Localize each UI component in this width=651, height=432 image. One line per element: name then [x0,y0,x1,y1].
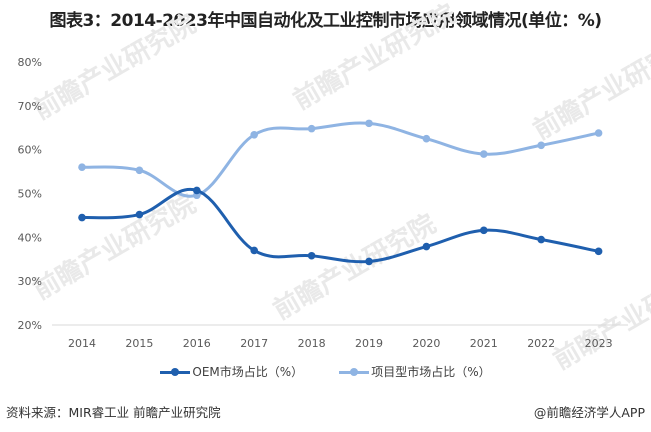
legend-label: 项目型市场占比（%） [371,365,491,379]
x-tick-label: 2018 [298,337,326,350]
y-tick-label: 30% [18,275,42,288]
watermark-text: 前瞻产业研究院 [28,8,201,126]
y-tick-label: 60% [18,144,42,157]
data-point[interactable] [537,235,545,244]
x-tick-label: 2020 [412,337,440,350]
x-tick-label: 2015 [125,337,153,350]
data-point[interactable] [594,247,603,256]
legend-label: OEM市场占比（%） [192,365,304,379]
chart-title: 图表3：2014-2023年中国自动化及工业控制市场应用领域情况(单位：%) [49,11,602,31]
data-point[interactable] [250,246,258,255]
series-line [80,121,601,198]
source-note: 资料来源：MIR睿工业 前瞻产业研究院 [6,405,221,420]
y-axis: 20% 30% 40% 50% 60% 70% 80% [18,56,42,332]
legend-item-oem[interactable]: OEM市场占比（%） [160,363,303,380]
x-tick-label: 2014 [68,337,96,350]
watermark-text: 前瞻产业研究院 [288,0,461,116]
x-tick-label: 2021 [470,337,498,350]
data-point[interactable] [422,242,431,251]
brand-credit: @前瞻经济学人APP [533,405,645,420]
data-point[interactable] [135,210,144,219]
series-project [78,119,603,200]
data-point[interactable] [365,119,373,128]
y-tick-label: 50% [18,188,42,201]
series-line [80,187,601,264]
data-point[interactable] [193,186,201,195]
data-point[interactable] [422,134,431,143]
watermark-text: 前瞻产业研究院 [548,258,651,376]
data-point[interactable] [480,226,488,235]
y-tick-label: 40% [18,231,42,244]
x-tick-label: 2016 [183,337,211,350]
x-tick-label: 2019 [355,337,383,350]
legend-marker-icon [160,365,191,379]
data-point[interactable] [135,166,144,175]
watermark-text: 前瞻产业研究院 [528,28,651,146]
y-tick-label: 20% [18,319,42,332]
data-point[interactable] [78,163,86,171]
data-series [78,119,603,266]
y-tick-label: 70% [18,100,42,113]
x-axis: 2014 2015 2016 2017 2018 2019 2020 2021 2022 2023 [68,337,613,350]
x-tick-label: 2023 [585,337,613,350]
data-point[interactable] [307,124,316,133]
data-point[interactable] [365,257,373,266]
data-point[interactable] [250,130,258,139]
data-point[interactable] [307,251,316,260]
legend: OEM市场占比（%） 项目型市场占比（%） [0,363,651,380]
y-tick-label: 80% [18,56,42,69]
data-point[interactable] [594,129,603,137]
data-point[interactable] [78,213,86,222]
legend-item-project[interactable]: 项目型市场占比（%） [339,363,491,380]
watermark-text: 前瞻产业研究院 [268,208,441,326]
data-point[interactable] [537,141,545,150]
legend-marker-icon [339,365,370,379]
series-oem [78,186,603,266]
x-tick-label: 2017 [240,337,268,350]
data-point[interactable] [480,150,488,158]
x-tick-label: 2022 [527,337,555,350]
watermark-text: 前瞻产业研究院 [28,188,201,306]
